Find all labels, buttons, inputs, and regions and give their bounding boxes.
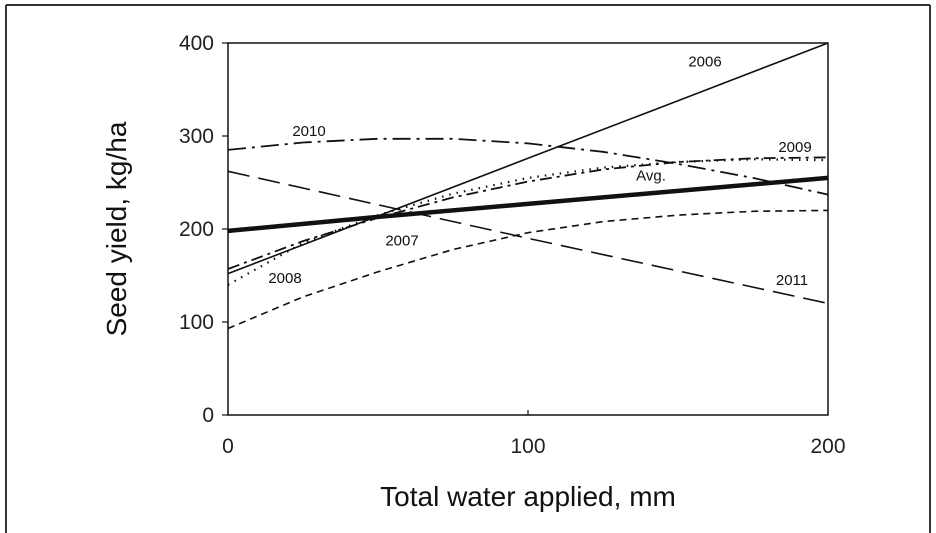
y-tick-label: 100 xyxy=(179,311,214,334)
x-tick-label: 100 xyxy=(510,435,545,458)
x-tick-label: 0 xyxy=(222,435,234,458)
series-label-2010: 2010 xyxy=(292,123,325,140)
y-axis-title: Seed yield, kg/ha xyxy=(101,121,132,336)
series-label-avg: Avg. xyxy=(636,168,666,185)
series-line-2009 xyxy=(227,156,829,270)
x-axis-title: Total water applied, mm xyxy=(380,481,676,512)
series-label-2011: 2011 xyxy=(776,272,808,289)
series-line-2007 xyxy=(227,209,829,330)
y-tick-label: 400 xyxy=(179,32,214,55)
series-label-2009: 2009 xyxy=(778,139,811,156)
y-tick-label: 200 xyxy=(179,218,214,241)
y-tick-label: 0 xyxy=(202,404,214,427)
plot-area xyxy=(227,42,829,416)
series-label-2006: 2006 xyxy=(688,53,721,70)
x-tick-label: 200 xyxy=(810,435,845,458)
series-line-2010 xyxy=(227,137,829,196)
y-tick-label: 300 xyxy=(179,125,214,148)
series-line-2011 xyxy=(227,170,829,305)
series-line-2006 xyxy=(227,42,829,275)
series-line-avg xyxy=(227,175,829,234)
series-label-2007: 2007 xyxy=(385,233,418,250)
series-label-2008: 2008 xyxy=(268,270,301,287)
